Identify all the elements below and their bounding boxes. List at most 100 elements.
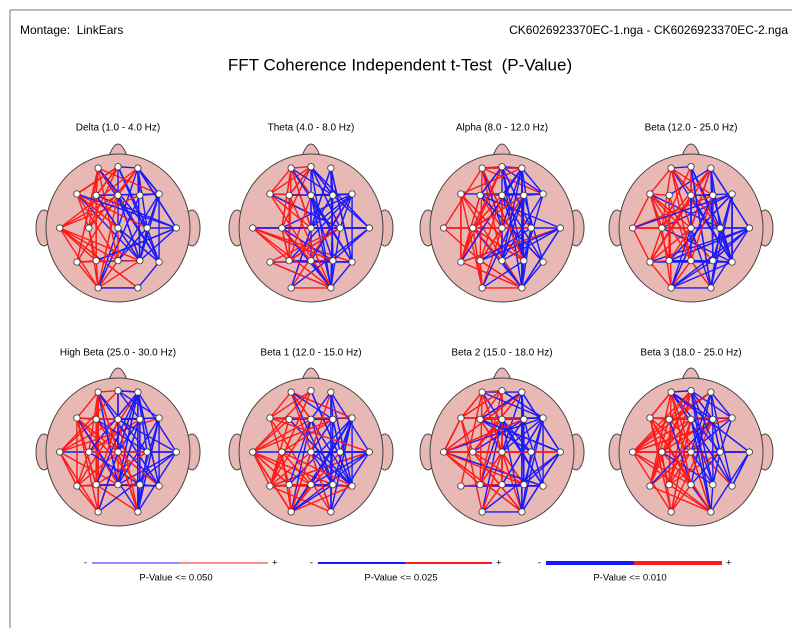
connection [479, 195, 503, 261]
connection [310, 194, 334, 229]
electrode [498, 257, 506, 265]
electrode [646, 414, 654, 422]
connection [252, 227, 334, 262]
connection [290, 484, 334, 513]
electrode [476, 191, 484, 199]
connection [117, 419, 141, 485]
connection [252, 418, 290, 453]
electrode [348, 190, 356, 198]
electrode [457, 190, 465, 198]
electrode [134, 164, 142, 172]
connection [479, 260, 523, 289]
electrode [266, 258, 274, 266]
connection [95, 260, 99, 288]
connection [269, 485, 332, 513]
connection [460, 417, 524, 421]
connection [443, 451, 525, 486]
connection [668, 451, 721, 486]
connection [472, 451, 525, 486]
electrode [667, 508, 675, 516]
connection [690, 195, 714, 261]
nose [681, 367, 701, 381]
electrode [520, 191, 528, 199]
connection [76, 417, 99, 513]
electrode [478, 508, 486, 516]
connection [290, 167, 334, 196]
legend-label: P-Value <= 0.025 [364, 573, 437, 584]
connection [521, 391, 561, 453]
connection [521, 167, 532, 229]
legend-minus: - [538, 558, 541, 569]
connection [137, 261, 160, 289]
connection [252, 227, 332, 289]
connection [269, 390, 312, 487]
connection [649, 391, 672, 419]
electrode [249, 448, 257, 456]
electrode [155, 258, 163, 266]
electrode [329, 257, 337, 265]
connection [472, 194, 525, 229]
connection [252, 451, 290, 486]
connection [670, 391, 692, 485]
connection [479, 194, 561, 229]
electrode [728, 190, 736, 198]
connection [146, 227, 160, 263]
electrode [136, 415, 144, 423]
connection [290, 451, 312, 513]
connection [501, 166, 544, 195]
nose [492, 143, 512, 157]
connection [117, 227, 160, 263]
electrode [667, 164, 675, 172]
connection [710, 484, 714, 512]
electrode [728, 414, 736, 422]
connection [460, 193, 525, 262]
electrode [646, 190, 654, 198]
electrode [287, 164, 295, 172]
connection [710, 227, 721, 289]
connection [690, 227, 712, 289]
electrode [556, 448, 564, 456]
connection [139, 227, 177, 262]
electrode [716, 224, 724, 232]
connection [269, 417, 370, 453]
electrode [348, 482, 356, 490]
connection [632, 193, 733, 229]
electrode [307, 387, 315, 395]
connection [472, 391, 523, 453]
connection [443, 417, 462, 453]
electrode [709, 191, 717, 199]
electrode [327, 508, 335, 516]
connection [719, 417, 733, 453]
electrode [114, 163, 122, 171]
electrode [329, 191, 337, 199]
electrode [336, 224, 344, 232]
connection [670, 167, 692, 261]
electrode [658, 224, 666, 232]
electrode [155, 190, 163, 198]
connection [59, 227, 139, 289]
electrode [285, 481, 293, 489]
connection [668, 195, 672, 288]
electrode [520, 257, 528, 265]
electrode [94, 388, 102, 396]
electrode [329, 481, 337, 489]
electrode [498, 191, 506, 199]
electrode [457, 482, 465, 490]
connection [269, 417, 332, 513]
connection [88, 391, 139, 453]
connection [290, 485, 353, 513]
legend: - + P-Value <= 0.025 [310, 558, 502, 584]
electrode [520, 415, 528, 423]
connection [330, 168, 334, 261]
electrode [667, 388, 675, 396]
connection [269, 166, 312, 195]
connection [460, 417, 474, 453]
electrode [728, 482, 736, 490]
connection [290, 391, 353, 419]
electrode [278, 224, 286, 232]
connection [501, 418, 525, 453]
legend-plus: + [496, 558, 502, 569]
electrode [687, 481, 695, 489]
electrode [134, 508, 142, 516]
electrode [307, 415, 315, 423]
